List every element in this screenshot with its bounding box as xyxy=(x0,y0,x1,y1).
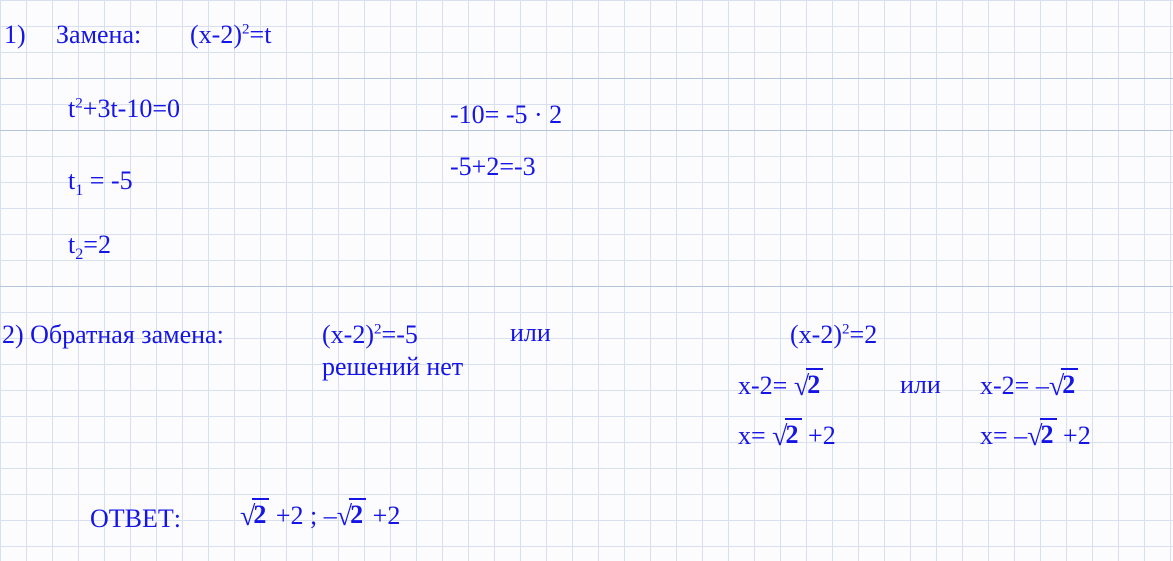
sqrt-icon: √2 xyxy=(1027,420,1056,452)
answer-values: √2 +2 ; –√2 +2 xyxy=(240,500,400,532)
sqrt-icon: √2 xyxy=(1049,370,1078,402)
expr-base: (x-2) xyxy=(322,320,374,349)
expr-tail: =t xyxy=(250,20,272,49)
lhs: x-2= xyxy=(980,371,1036,400)
sep: ; xyxy=(304,501,324,530)
tail: +2 xyxy=(802,421,836,450)
step2-label: 2) Обратная замена: xyxy=(2,320,224,350)
expr-exp: 2 xyxy=(374,321,382,337)
step1-label: Замена: xyxy=(56,20,141,50)
or-1: или xyxy=(510,318,551,348)
neg: – xyxy=(324,501,337,530)
tail: +2 xyxy=(1057,421,1091,450)
section-line xyxy=(0,286,1173,287)
value: =2 xyxy=(83,230,111,259)
caseB-pos-step2: x= √2 +2 xyxy=(738,420,836,452)
expr-base: (x-2) xyxy=(790,320,842,349)
answer-label: ОТВЕТ: xyxy=(90,504,181,534)
aux-product: -10= -5 · 2 xyxy=(450,100,562,130)
expr-tail: +3t-10=0 xyxy=(83,94,180,123)
root-t2: t2=2 xyxy=(68,230,111,260)
aux-sum: -5+2=-3 xyxy=(450,152,536,182)
caseB-pos-step1: x-2= √2 xyxy=(738,370,823,402)
expr-base: (x-2) xyxy=(190,20,242,49)
sqrt-icon: √2 xyxy=(794,370,823,402)
caseA-eq: (x-2)2=-5 xyxy=(322,320,418,350)
section-line xyxy=(0,130,1173,131)
expr-tail: =2 xyxy=(850,320,878,349)
expr-exp: 2 xyxy=(242,21,250,37)
lhs: x-2= xyxy=(738,371,794,400)
or-2: или xyxy=(900,370,941,400)
step1-substitution: (x-2)2=t xyxy=(190,20,271,50)
sqrt-icon: √2 xyxy=(772,420,801,452)
step1-number: 1) xyxy=(4,20,26,50)
neg: – xyxy=(1014,421,1027,450)
sqrt-icon: √2 xyxy=(337,500,366,532)
neg: – xyxy=(1036,371,1049,400)
caseA-note: решений нет xyxy=(322,352,463,382)
tail: +2 xyxy=(269,501,303,530)
expr-exp: 2 xyxy=(842,321,850,337)
root-t1: t1 = -5 xyxy=(68,166,133,196)
caseB-neg-step2: x= –√2 +2 xyxy=(980,420,1091,452)
expr-exp: 2 xyxy=(75,95,83,111)
tail2: +2 xyxy=(366,501,400,530)
lhs: x= xyxy=(738,421,772,450)
expr-tail: =-5 xyxy=(382,320,418,349)
caseB-eq: (x-2)2=2 xyxy=(790,320,877,350)
lhs: x= xyxy=(980,421,1014,450)
sqrt-icon: √2 xyxy=(240,500,269,532)
caseB-neg-step1: x-2= –√2 xyxy=(980,370,1078,402)
quadratic-eq: t2+3t-10=0 xyxy=(68,94,180,124)
section-line xyxy=(0,78,1173,79)
value: = -5 xyxy=(83,166,132,195)
